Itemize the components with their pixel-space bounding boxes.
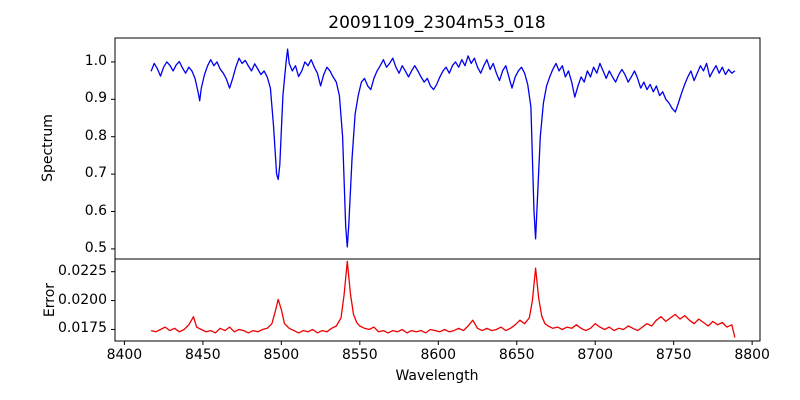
wavelength-xtick-label: 8750 — [655, 347, 692, 363]
spectrum-ytick-label: 0.8 — [84, 127, 107, 144]
spectrum-ytick-label: 0.9 — [84, 90, 107, 107]
wavelength-xtick-label: 8550 — [341, 347, 378, 363]
wavelength-xtick-label: 8800 — [734, 347, 770, 363]
spectrum-ytick-label: 0.7 — [84, 165, 107, 182]
plot-title: 20091109_2304m53_018 — [328, 13, 546, 33]
error-ytick-label: 0.0175 — [58, 320, 107, 337]
wavelength-xtick-label: 8700 — [577, 347, 614, 363]
wavelength-xtick-label: 8500 — [263, 347, 300, 363]
spectrum-ytick-label: 0.6 — [84, 202, 107, 219]
error-ytick-label: 0.0225 — [58, 262, 107, 279]
wavelength-xtick-label: 8450 — [185, 347, 221, 363]
wavelength-xtick-label: 8650 — [498, 347, 535, 363]
error-ytick-label: 0.0200 — [58, 291, 107, 308]
spectrum-line — [150, 48, 736, 248]
wavelength-axis-label: Wavelength — [395, 368, 479, 384]
error-axes-frame — [114, 258, 761, 342]
spectrum-ytick-label: 0.5 — [84, 239, 107, 256]
error-line — [150, 260, 736, 338]
spectrum-ytick-label: 1.0 — [84, 52, 107, 69]
wavelength-xtick-label: 8400 — [106, 347, 143, 363]
spectrum-axes-frame — [114, 37, 761, 260]
wavelength-xtick-label: 8600 — [420, 347, 457, 363]
